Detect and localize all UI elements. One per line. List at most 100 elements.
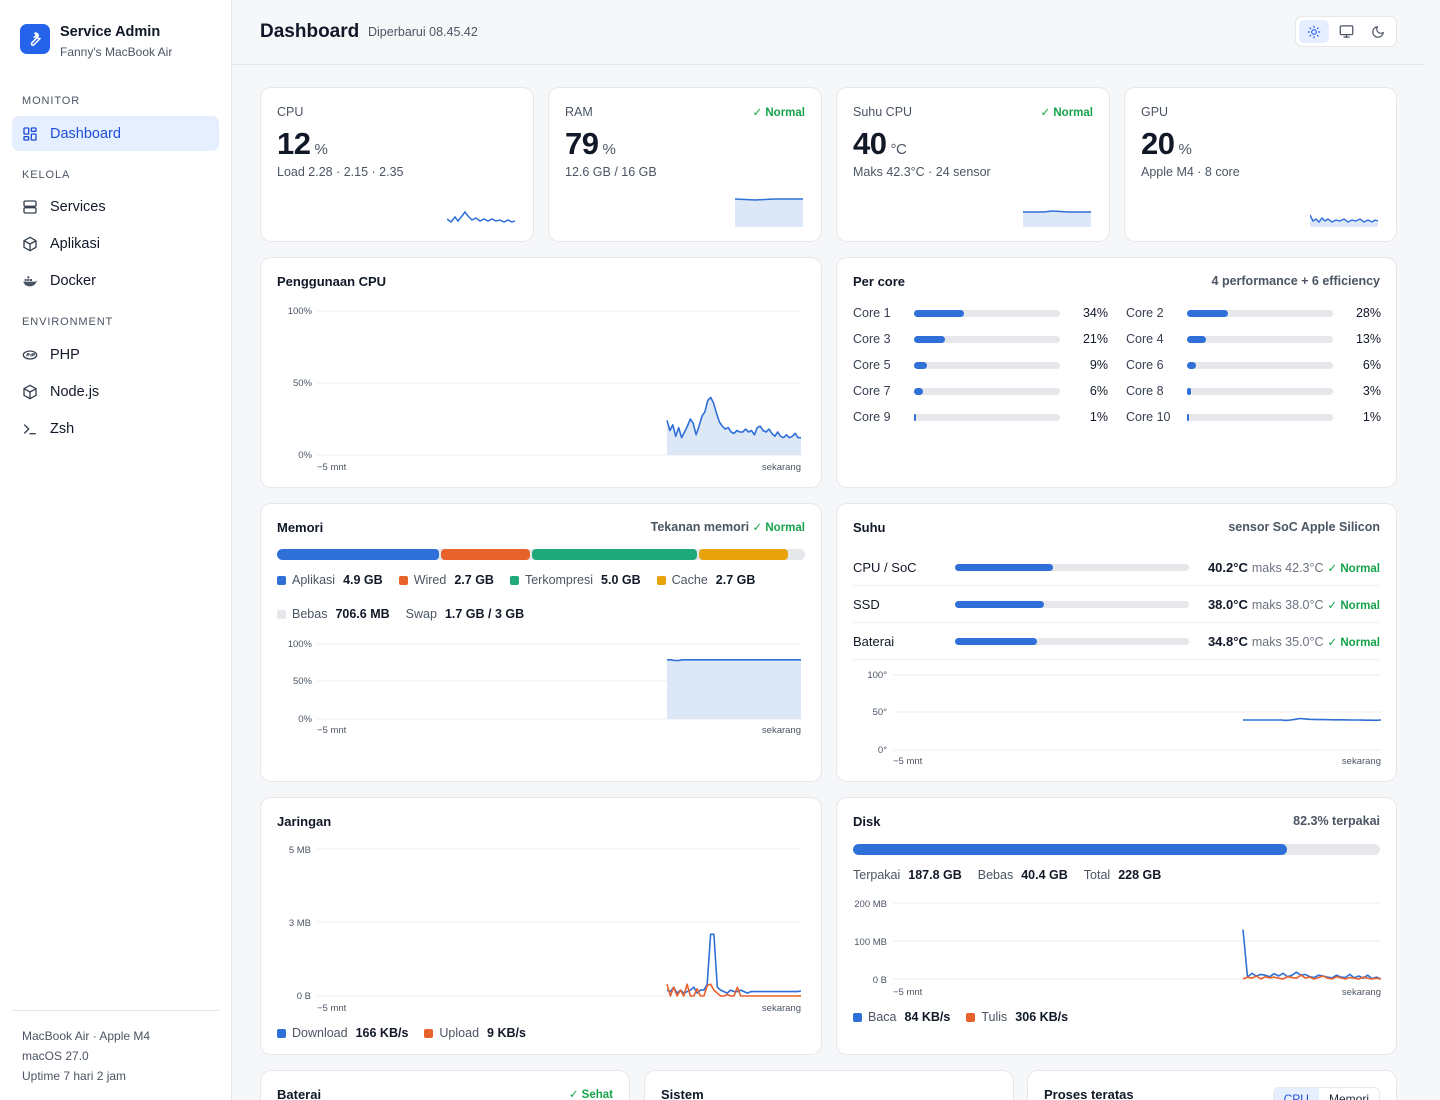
gpu-stat-card: GPU 20% Apple M4 · 8 core	[1124, 87, 1397, 242]
core-row: Core 7 6%	[853, 384, 1108, 398]
stat-number: 79	[565, 126, 599, 161]
core-name: Core 6	[1126, 358, 1164, 372]
stat-value: 40 °C	[853, 126, 907, 162]
legend-item-download: Download 166 KB/s	[277, 1026, 408, 1040]
x-tick-label: sekarang	[762, 1003, 801, 1014]
core-usage-fill	[1187, 413, 1190, 421]
core-percent: 21%	[1082, 332, 1108, 346]
core-percent: 6%	[1362, 358, 1381, 372]
core-usage-bar	[1187, 413, 1333, 421]
last-updated: Diperbarui 08.45.42	[368, 25, 478, 39]
php-icon	[22, 349, 38, 360]
theme-system-button[interactable]	[1331, 20, 1361, 43]
card-title: Proses teratas	[1044, 1087, 1134, 1100]
core-percent: 13%	[1355, 332, 1381, 346]
sidebar-item-node[interactable]: Node.js	[12, 374, 219, 409]
card-title: Penggunaan CPU	[277, 274, 387, 289]
gpu-sparkline	[1310, 214, 1378, 227]
memory-pressure: Tekanan memori ✓ Normal	[651, 520, 805, 534]
y-tick-label: 0 B	[873, 975, 887, 986]
terminal-icon	[24, 423, 36, 434]
cpu-stat-card: CPU 12% Load 2.28 · 2.15 · 2.35	[260, 87, 534, 242]
header: Dashboard Diperbarui 08.45.42	[232, 0, 1425, 65]
sidebar-item-zsh[interactable]: Zsh	[12, 411, 219, 446]
core-row: Core 5 9%	[853, 358, 1108, 372]
sidebar-item-apps[interactable]: Aplikasi	[12, 226, 219, 261]
legend-value: 84 KB/s	[904, 1010, 951, 1024]
process-sort-tabs: CPU Memori	[1272, 1087, 1380, 1100]
tab-cpu[interactable]: CPU	[1273, 1088, 1319, 1100]
status-badge: ✓ Normal	[1327, 562, 1380, 575]
sidebar-item-dashboard[interactable]: Dashboard	[12, 116, 219, 151]
sensor-level-bar	[955, 601, 1189, 608]
core-percent: 34%	[1082, 306, 1108, 320]
status-badge: ✓ Normal	[752, 107, 805, 119]
sensor-row: Baterai 34.8°C maks 35.0°C ✓ Normal	[853, 624, 1380, 660]
legend-label: Terpakai	[853, 868, 901, 882]
core-usage-fill	[1187, 335, 1206, 343]
pressure-status: ✓ Normal	[752, 522, 805, 534]
core-percent: 28%	[1355, 306, 1381, 320]
card-title: Jaringan	[277, 814, 332, 829]
sidebar-item-php[interactable]: PHP	[12, 337, 219, 372]
tab-memory[interactable]: Memori	[1328, 1092, 1369, 1100]
y-tick-label: 100°	[867, 670, 887, 681]
core-row: Core 10 1%	[1126, 410, 1381, 424]
legend-value: 306 KB/s	[1015, 1010, 1069, 1024]
core-row: Core 6 6%	[1126, 358, 1381, 372]
sidebar-item-label: Services	[50, 198, 106, 215]
legend-swatch	[277, 1028, 286, 1038]
sparkline-line	[447, 210, 515, 224]
card-title: Disk	[853, 814, 881, 829]
sidebar-item-services[interactable]: Services	[12, 189, 219, 224]
x-tick-label: −5 mnt	[317, 725, 347, 736]
core-usage-bar	[1187, 361, 1333, 369]
memory-series-area	[667, 659, 801, 719]
core-percent: 9%	[1089, 358, 1108, 372]
stat-number: 12	[277, 126, 311, 161]
legend-item: Bebas 40.4 GB	[978, 868, 1068, 882]
system-info: MacBook Air · Apple M4 macOS 27.0 Uptime…	[22, 1026, 150, 1086]
network-chart: 5 MB 3 MB 0 B −5 mnt sekarang	[289, 845, 802, 1014]
memory-legend: Aplikasi 4.9 GB Wired 2.7 GB Terkompresi 5.0 …	[277, 573, 755, 587]
status-badge: ✓ Normal	[1040, 107, 1093, 119]
stat-value: 12%	[277, 126, 328, 162]
temperature-card: Suhu sensor SoC Apple Silicon CPU / SoC …	[836, 503, 1397, 782]
y-tick-label: 50°	[873, 707, 888, 718]
memory-segment	[531, 549, 697, 560]
core-usage-bar	[914, 387, 1060, 395]
sidebar-item-docker[interactable]: Docker	[12, 263, 219, 298]
legend-label: Wired	[413, 573, 447, 587]
theme-dark-button[interactable]	[1363, 20, 1393, 43]
legend-swatch	[277, 609, 286, 619]
nav-section-environment: ENVIRONMENT	[22, 316, 114, 328]
core-row: Core 9 1%	[853, 410, 1108, 424]
memory-segment	[698, 549, 788, 560]
stat-label: GPU	[1141, 105, 1169, 119]
legend-item: Cache 2.7 GB	[656, 573, 755, 587]
stat-detail: 12.6 GB / 16 GB	[565, 165, 657, 179]
sidebar: Service Admin Fanny's MacBook Air MONITO…	[0, 0, 232, 1100]
core-name: Core 5	[853, 358, 891, 372]
x-tick-label: sekarang	[1342, 756, 1381, 767]
legend-item: Total 228 GB	[1084, 868, 1162, 882]
temperature-sparkline	[1023, 210, 1091, 227]
legend-value: 1.7 GB / 3 GB	[444, 607, 525, 621]
card-title: Memori	[277, 520, 324, 535]
core-name: Core 3	[853, 332, 891, 346]
stat-label: CPU	[277, 105, 304, 119]
core-usage-bar	[914, 309, 1060, 317]
x-tick-label: −5 mnt	[317, 462, 347, 473]
y-tick-label: 50%	[293, 676, 313, 687]
theme-light-button[interactable]	[1299, 20, 1329, 43]
sparkline-line	[1310, 214, 1378, 224]
y-tick-label: 5 MB	[289, 845, 311, 856]
battery-health-badge: ✓ Sehat	[568, 1089, 613, 1100]
core-row: Core 2 28%	[1126, 306, 1381, 320]
core-percent: 6%	[1089, 384, 1108, 398]
sidebar-item-label: Aplikasi	[50, 235, 100, 252]
stat-unit: %	[602, 141, 616, 158]
memory-series-line	[667, 659, 801, 662]
legend-label: Aplikasi	[292, 573, 336, 587]
core-usage-bar	[914, 361, 1060, 369]
